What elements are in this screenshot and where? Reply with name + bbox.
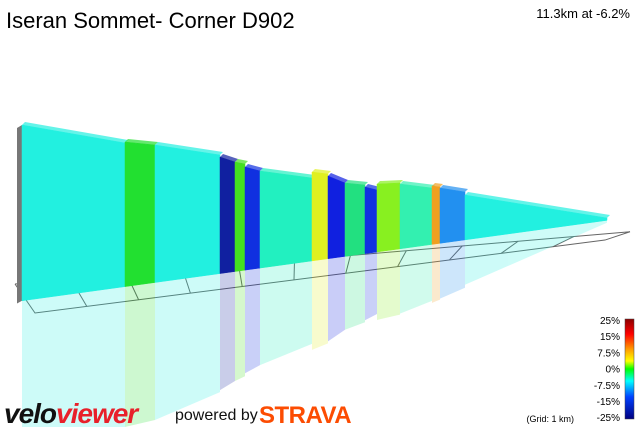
base-grid-line — [500, 240, 519, 254]
segment-top — [465, 192, 610, 218]
segment-top — [245, 164, 263, 171]
segment — [431, 185, 441, 245]
segment-reflection — [377, 248, 400, 320]
segment-reflection — [400, 244, 432, 314]
segment-top — [22, 122, 128, 143]
segment-reflection — [22, 286, 125, 427]
legend-label: 15% — [600, 332, 620, 343]
segment — [21, 124, 126, 302]
segment — [364, 186, 378, 254]
segment-top — [345, 180, 368, 185]
legend-label: 7.5% — [597, 348, 620, 359]
segment-top — [220, 154, 238, 162]
base-grid-line — [397, 250, 407, 267]
base-grid-line — [552, 236, 575, 248]
segment-reflection — [312, 258, 328, 350]
segment-top — [235, 159, 248, 164]
segment-top — [328, 173, 348, 183]
segment-reflection — [440, 239, 465, 299]
gradient-scale — [624, 318, 635, 420]
logo-velo: velo — [4, 398, 57, 427]
segment — [124, 141, 156, 287]
legend-label: -25% — [597, 413, 620, 424]
segment-reflection — [345, 253, 365, 330]
segment-reflection — [155, 273, 220, 420]
segment-top — [440, 185, 468, 192]
segment-reflection — [365, 251, 377, 321]
base-edge — [14, 231, 631, 314]
base-grid-line — [449, 245, 463, 261]
segment-reflection — [235, 270, 245, 381]
powered-by: powered by — [175, 407, 258, 424]
logo-viewer: viewer — [56, 398, 140, 427]
segment — [311, 171, 329, 262]
segment-reflection — [260, 260, 312, 366]
segment — [259, 170, 313, 269]
segment-reflection — [328, 256, 345, 342]
legend-label: 0% — [606, 365, 621, 376]
summary: 11.3km at -6.2% — [536, 6, 630, 21]
segment — [219, 156, 236, 274]
legend-label: -15% — [597, 397, 620, 408]
segment-top — [400, 181, 435, 188]
base-grid-line — [345, 255, 351, 274]
segment — [344, 182, 366, 257]
profile-wall — [17, 122, 610, 304]
segment-top — [312, 169, 331, 174]
segment — [399, 183, 433, 250]
segment — [154, 144, 221, 283]
segment-reflection — [125, 282, 155, 427]
segment-top — [125, 139, 158, 145]
segment-top — [377, 180, 403, 184]
segment-reflection — [245, 268, 260, 374]
wall-edge — [17, 125, 22, 304]
segment-top — [155, 142, 223, 155]
segment-top — [365, 184, 380, 190]
logo: veloviewer — [4, 398, 140, 427]
strava-logo: STRAVA — [259, 402, 351, 427]
segment — [244, 166, 261, 271]
segment-reflection — [432, 243, 440, 303]
legend-label: -7.5% — [594, 381, 620, 392]
segment-reflection — [465, 220, 607, 285]
legend: 25% 15% 7.5% 0% -7.5% -15% -25% — [594, 316, 620, 424]
legend-label: 25% — [600, 316, 620, 327]
segment — [234, 161, 246, 272]
segment — [439, 187, 466, 244]
grid-note: (Grid: 1 km) — [526, 414, 574, 424]
reflection — [22, 220, 607, 427]
segment — [376, 182, 401, 253]
segment-top — [432, 183, 443, 187]
segment-reflection — [220, 271, 235, 391]
title: Iseran Sommet- Corner D902 — [6, 8, 295, 33]
segment — [327, 175, 346, 259]
segment-top — [260, 168, 315, 178]
